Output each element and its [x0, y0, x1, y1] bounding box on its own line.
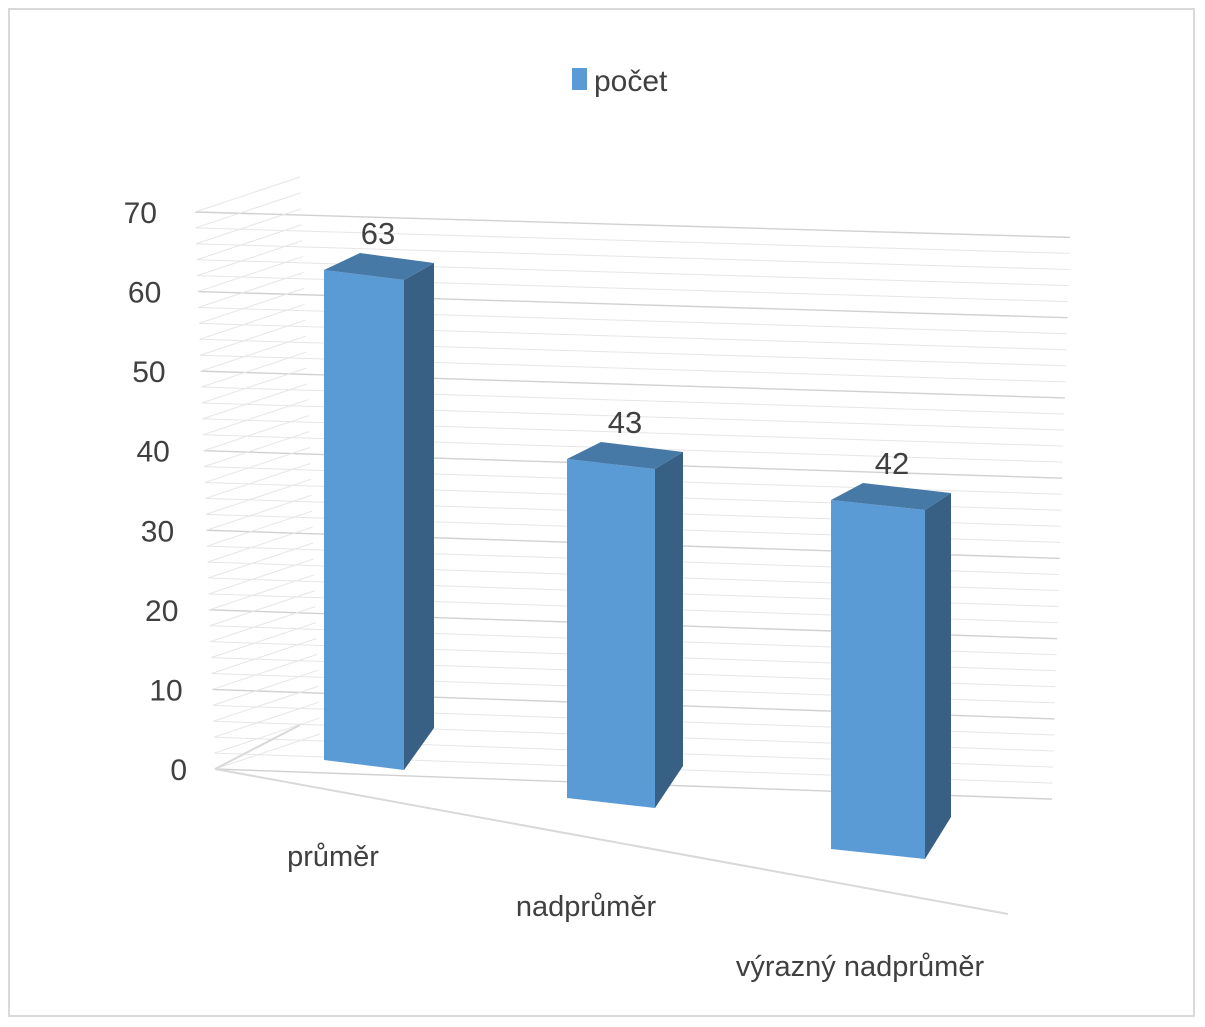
side-gridline — [205, 478, 312, 515]
bar-top — [831, 483, 951, 510]
y-tick-label: 20 — [145, 595, 178, 628]
side-gridline — [213, 701, 320, 738]
x-axis-line — [214, 768, 1009, 915]
side-gridline — [198, 271, 304, 308]
bar-front — [324, 270, 404, 770]
bar — [831, 483, 951, 859]
y-tick-label: 60 — [128, 277, 161, 310]
y-tick-label: 0 — [170, 754, 187, 787]
bar-side — [655, 452, 683, 808]
data-labels: 63 43 42 — [361, 216, 909, 481]
category-labels: průměr nadprůměr výrazný nadprůměr — [287, 841, 984, 983]
gridline-minor — [195, 227, 1070, 254]
side-gridline — [213, 685, 319, 722]
data-label: 63 — [361, 216, 395, 251]
side-gridline — [196, 224, 302, 261]
side-gridline — [209, 590, 316, 627]
side-gridline — [214, 717, 320, 754]
side-gridline — [198, 287, 305, 324]
bar-side — [404, 263, 434, 770]
side-gridline — [202, 383, 308, 420]
gridline-minor — [196, 243, 1069, 270]
y-tick-label: 50 — [132, 356, 165, 389]
data-label: 43 — [608, 405, 642, 440]
y-tick-label: 10 — [149, 674, 182, 707]
side-gridline — [211, 653, 318, 690]
side-gridline — [206, 494, 312, 531]
bar-front — [567, 459, 655, 808]
side-gridline — [197, 256, 304, 293]
side-gridline — [195, 208, 302, 245]
side-gridline — [197, 240, 303, 277]
side-gridline — [203, 415, 309, 452]
side-gridline — [201, 367, 308, 404]
side-gridline — [214, 733, 321, 770]
side-gridline — [207, 526, 313, 563]
side-gridline — [202, 399, 309, 436]
axes — [214, 724, 1009, 915]
bar-top — [324, 253, 434, 280]
category-label: průměr — [287, 841, 379, 873]
y-tick-label: 40 — [136, 436, 169, 469]
bars — [324, 253, 951, 859]
side-gridline — [201, 351, 307, 388]
side-gridline — [200, 335, 306, 372]
side-gridline — [209, 574, 315, 611]
legend: počet — [572, 65, 668, 98]
side-gridline — [195, 192, 301, 229]
side-gridline — [210, 606, 316, 643]
floor-left-edge — [214, 724, 301, 770]
side-gridline — [212, 669, 318, 706]
side-gridline — [199, 303, 305, 340]
y-tick-labels: 0 10 20 30 40 50 60 70 — [124, 197, 187, 787]
category-label: výrazný nadprůměr — [736, 951, 985, 983]
bar — [567, 442, 683, 808]
data-label: 42 — [875, 446, 909, 481]
side-gridline — [199, 319, 306, 356]
side-gridline — [211, 638, 317, 674]
legend-swatch — [572, 68, 587, 90]
side-gridline — [206, 510, 313, 547]
side-gridline — [203, 431, 310, 468]
bar-front — [831, 500, 925, 859]
bar-side — [925, 493, 951, 859]
side-gridline — [204, 447, 310, 484]
side-gridline — [207, 542, 314, 579]
y-tick-label: 70 — [124, 197, 157, 230]
side-gridline — [210, 622, 317, 659]
bar-top — [567, 442, 683, 469]
category-label: nadprůměr — [516, 891, 657, 923]
y-tick-label: 30 — [141, 515, 174, 548]
side-gridline — [208, 558, 314, 595]
bar — [324, 253, 434, 770]
side-gridline — [194, 176, 301, 213]
side-gridline — [205, 462, 311, 499]
gridline-major — [194, 211, 1071, 239]
legend-label: počet — [594, 65, 668, 98]
